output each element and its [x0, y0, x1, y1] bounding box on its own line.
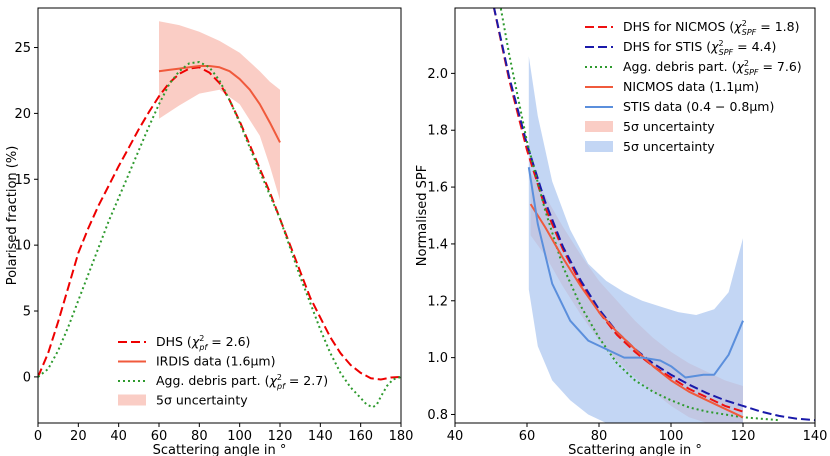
series-line-1 [493, 8, 815, 422]
legend-label: Agg. debris part. (χ2 SPF = 7.6) [623, 59, 802, 77]
y-axis-label: Normalised SPF [415, 165, 430, 266]
legend-label: 5σ uncertainty [156, 393, 248, 408]
legend-label: DHS for NICMOS (χ2 SPF = 1.8) [623, 19, 799, 37]
legend-label: STIS data (0.4 − 0.8μm) [623, 99, 774, 114]
x-axis-label: Scattering angle in ° [568, 443, 702, 456]
x-tick-label: 60 [519, 429, 536, 444]
uncertainty-band-1 [528, 56, 743, 423]
y-tick-label: 25 [14, 41, 31, 56]
x-tick-label: 40 [110, 429, 127, 444]
legend-swatch-band [585, 141, 613, 152]
series-line-3 [529, 203, 744, 419]
uncertainty-band-0 [159, 21, 280, 201]
axes-frame [454, 7, 816, 424]
x-tick-label: 20 [70, 429, 87, 444]
y-axis-label: Polarised fraction (%) [5, 146, 20, 286]
x-tick-label: 100 [227, 429, 252, 444]
x-tick-label: 120 [268, 429, 293, 444]
normalised-spf-panel: 40 60 80 100 120 140 0.8 1.0 1.2 1.4 1.6 1.8 2.0 Scat… [415, 7, 828, 456]
x-tick-label: 80 [191, 429, 208, 444]
series-line-0 [492, 8, 744, 413]
x-tick-label: 0 [34, 429, 42, 444]
x-tick-label: 120 [731, 429, 756, 444]
legend-label: 5σ uncertainty [623, 119, 715, 134]
plot-area [38, 21, 401, 409]
legend-label: 5σ uncertainty [623, 139, 715, 154]
legend: DHS (χ2 pf = 2.6) IRDIS data (1.6μm) Agg. d… [118, 334, 328, 408]
legend-label: IRDIS data (1.6μm) [156, 354, 275, 369]
x-axis-label: Scattering angle in ° [153, 443, 287, 456]
polarised-fraction-panel: 0 20 40 60 80 100 120 140 160 180 0 5 10 15 20 25 Scatte… [5, 7, 414, 456]
y-tick-label: 1.4 [427, 237, 448, 252]
x-tick-label: 100 [659, 429, 684, 444]
series-line-4 [527, 167, 744, 379]
y-tick-label: 0.8 [427, 408, 448, 423]
series-line-0 [38, 66, 401, 381]
x-tick-label: 140 [803, 429, 828, 444]
plot-area [492, 8, 815, 423]
y-tick-label: 20 [14, 107, 31, 122]
y-tick-label: 1.6 [427, 181, 448, 196]
axes-frame [37, 7, 402, 424]
series-line-2 [499, 8, 780, 422]
x-tick-label: 140 [308, 429, 333, 444]
y-tick-label: 1.8 [427, 124, 448, 139]
series-line-1 [158, 65, 281, 143]
y-tick-label: 1.2 [427, 294, 448, 309]
x-tick-label: 80 [591, 429, 608, 444]
x-tick-label: 60 [151, 429, 168, 444]
x-tick-label: 40 [447, 429, 464, 444]
legend-label: DHS for STIS (χ2 SPF = 4.4) [623, 39, 776, 57]
legend-swatch-band [585, 121, 613, 132]
legend: DHS for NICMOS (χ2 SPF = 1.8) DHS for STIS… [585, 19, 802, 154]
legend-swatch-band [118, 394, 146, 406]
y-tick-label: 5 [23, 305, 31, 320]
x-tick-label: 160 [348, 429, 373, 444]
y-tick-label: 1.0 [427, 351, 448, 366]
y-tick-label: 2.0 [427, 67, 448, 82]
legend-label: NICMOS data (1.1μm) [623, 79, 759, 94]
y-tick-label: 10 [14, 239, 31, 254]
legend-label: DHS (χ2 pf = 2.6) [156, 334, 250, 352]
y-tick-label: 0 [23, 370, 31, 385]
y-tick-label: 15 [14, 173, 31, 188]
legend-label: Agg. debris part. (χ2 pf = 2.7) [156, 373, 328, 391]
x-tick-label: 180 [389, 429, 414, 444]
